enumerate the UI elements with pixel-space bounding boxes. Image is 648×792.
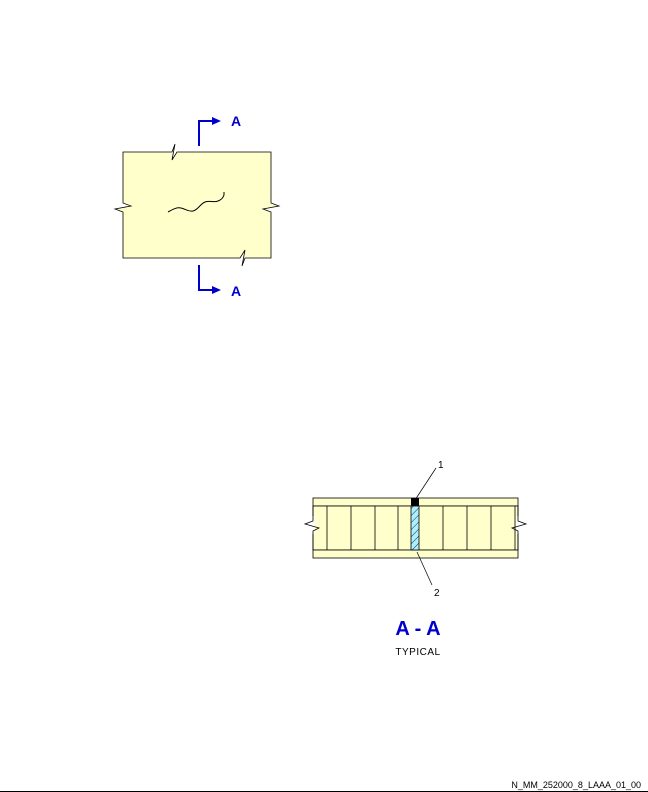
- left-break-mark: [303, 506, 321, 550]
- leader-1: [414, 467, 437, 501]
- section-marker-top: A: [198, 113, 241, 146]
- section-marker-bottom: A: [198, 265, 241, 299]
- hatched-core-area: [410, 505, 420, 551]
- section-subtitle: TYPICAL: [395, 647, 440, 658]
- plan-panel: [113, 143, 281, 267]
- section-view: 1 2 A - A TYPICAL: [303, 460, 528, 658]
- callout-1: 1: [438, 460, 444, 471]
- leader-2: [416, 551, 433, 586]
- drawing-reference: N_MM_252000_8_LAAA_01_00: [511, 780, 641, 790]
- footer: N_MM_252000_8_LAAA_01_00: [0, 780, 648, 792]
- core-cell-walls: [326, 506, 516, 550]
- section-label-bottom: A: [231, 283, 241, 299]
- crack-line: [167, 192, 225, 213]
- plan-view: A A: [113, 113, 281, 299]
- right-break-mark: [510, 506, 528, 550]
- damaged-skin-area: [411, 498, 419, 506]
- section-title: A - A: [395, 618, 440, 640]
- section-label-top: A: [231, 113, 241, 129]
- bottom-skin: [312, 549, 519, 559]
- callout-2: 2: [434, 588, 440, 599]
